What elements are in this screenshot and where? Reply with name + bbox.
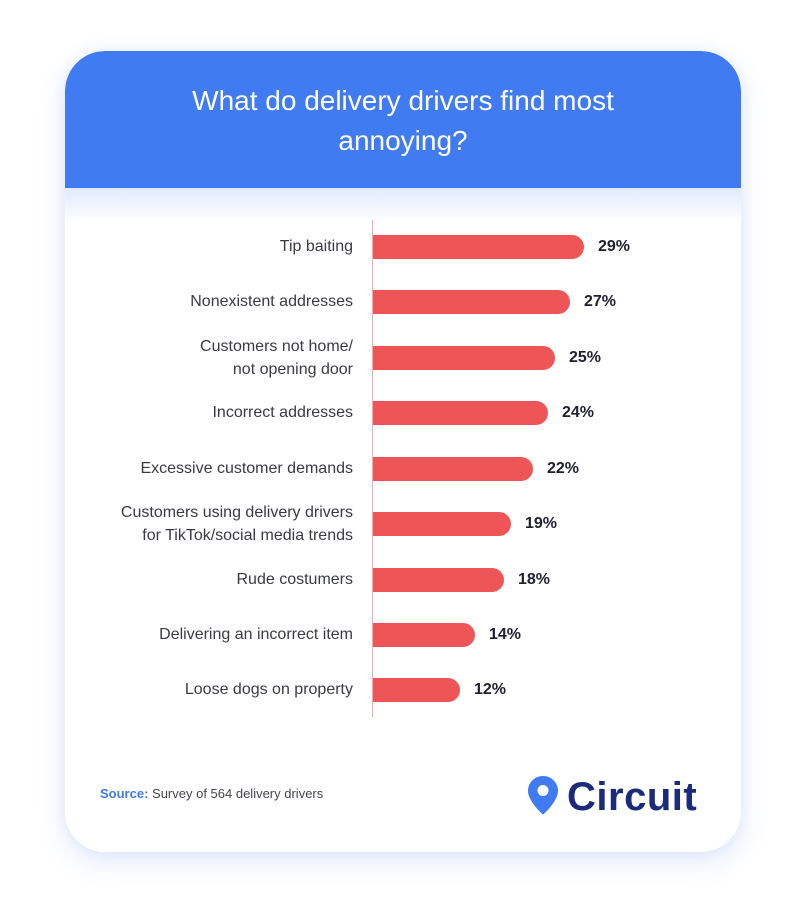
y-axis-line (372, 220, 373, 717)
bar (373, 235, 584, 259)
bar (373, 346, 555, 370)
category-label: Loose dogs on property (184, 681, 353, 698)
bar (373, 568, 504, 592)
value-label: 14% (489, 626, 522, 643)
category-label: Rude costumers (236, 571, 354, 588)
category-label: Nonexistent addresses (190, 293, 353, 310)
category-label: Customers not home/not opening door (200, 338, 353, 378)
infographic-card: What do delivery drivers find most annoy… (65, 51, 741, 852)
source-label: Source: (100, 786, 149, 801)
bar-row: Incorrect addresses 24% (65, 401, 741, 425)
value-label: 29% (598, 238, 631, 255)
bar (373, 401, 548, 425)
bar (373, 290, 570, 314)
bar (373, 457, 533, 481)
category-label: Incorrect addresses (212, 404, 353, 421)
value-label: 22% (547, 460, 580, 477)
circuit-logo: Circuit (527, 775, 697, 820)
source-note: Source: Survey of 564 delivery drivers (100, 786, 323, 801)
category-label: Excessive customer demands (140, 460, 353, 477)
bar-row: Tip baiting 29% (65, 235, 741, 259)
bar-row: Nonexistent addresses 27% (65, 290, 741, 314)
source-text: Survey of 564 delivery drivers (148, 786, 324, 801)
map-pin-icon (527, 775, 559, 820)
category-label: Delivering an incorrect item (159, 626, 353, 643)
logo-text: Circuit (567, 775, 698, 819)
bar-row: Excessive customer demands 22% (65, 457, 741, 481)
bar-row: Delivering an incorrect item 14% (65, 623, 741, 647)
value-label: 24% (562, 404, 595, 421)
value-label: 19% (525, 515, 558, 532)
bar-row: Loose dogs on property 12% (65, 678, 741, 702)
value-label: 25% (569, 349, 602, 366)
header-banner: What do delivery drivers find most annoy… (65, 51, 741, 188)
bar-row: Customers using delivery drivers for TikT… (65, 504, 741, 544)
bar (373, 678, 460, 702)
bar-row: Rude costumers 18% (65, 568, 741, 592)
bar (373, 623, 475, 647)
value-label: 12% (474, 681, 507, 698)
bar (373, 512, 511, 536)
chart-title: What do delivery drivers find most annoy… (192, 84, 614, 156)
header-shadow (65, 188, 741, 224)
value-label: 27% (584, 293, 617, 310)
value-label: 18% (518, 571, 551, 588)
category-label: Tip baiting (279, 238, 353, 255)
bar-row: Customers not home/not opening door 25% (65, 338, 741, 378)
category-label: Customers using delivery drivers for TikT… (120, 504, 353, 544)
